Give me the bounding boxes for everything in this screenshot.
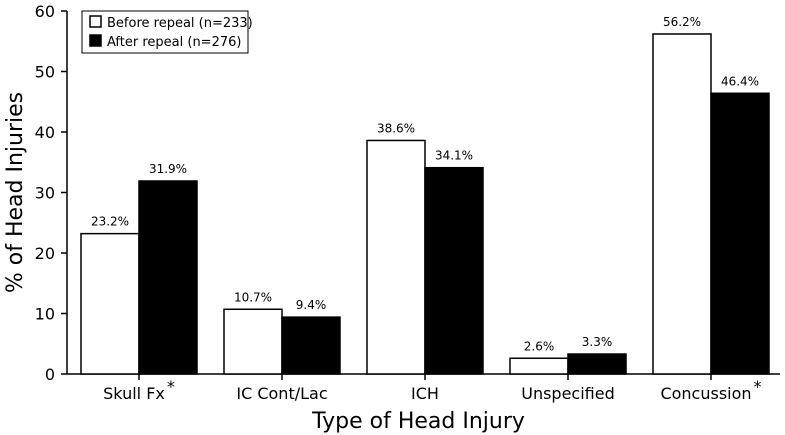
y-tick-label: 10 <box>35 305 55 324</box>
significance-marker: * <box>754 377 762 396</box>
legend-label: Before repeal (n=233) <box>107 16 253 31</box>
bar-value-label: 2.6% <box>524 339 555 353</box>
bar-after <box>138 180 198 375</box>
y-tick-label: 30 <box>35 184 55 203</box>
bar-before <box>366 139 426 375</box>
y-axis-title: % of Head Injuries <box>3 92 28 293</box>
bar-after <box>424 166 484 375</box>
bar-value-label: 10.7% <box>234 290 272 304</box>
bar-after <box>710 92 770 375</box>
x-tick-label: Skull Fx * <box>103 377 175 403</box>
legend-label: After repeal (n=276) <box>107 35 241 50</box>
y-tick-label: 40 <box>35 123 55 142</box>
x-tick-label: ICH <box>411 384 439 403</box>
bar-value-label: 9.4% <box>296 298 327 312</box>
y-tick-label: 60 <box>35 2 55 21</box>
bar-before <box>223 308 283 375</box>
bar-before <box>80 232 140 375</box>
plot-area: 0 10 20 30 40 50 60 23.2% 31.9% Skull Fx * 10.7% 9.4… <box>35 2 780 403</box>
x-tick-label: Unspecified <box>521 384 615 403</box>
bar-value-label: 34.1% <box>435 149 473 163</box>
bar-value-label: 56.2% <box>663 15 701 29</box>
bar-value-label: 23.2% <box>91 215 129 229</box>
legend-swatch <box>89 34 102 47</box>
bar-after <box>281 316 341 375</box>
legend-swatch <box>89 15 102 28</box>
x-tick-label: IC Cont/Lac <box>236 384 327 403</box>
bar-after <box>567 353 627 375</box>
legend: Before repeal (n=233) After repeal (n=276… <box>81 10 253 54</box>
bar-value-label: 38.6% <box>377 121 415 135</box>
bar-before <box>509 357 569 375</box>
bar-value-label: 46.4% <box>721 74 759 88</box>
legend-box <box>81 10 249 54</box>
y-tick-label: 50 <box>35 63 55 82</box>
bar-before <box>652 33 712 375</box>
y-tick-label: 20 <box>35 244 55 263</box>
bar-value-label: 31.9% <box>149 162 187 176</box>
significance-marker: * <box>167 377 175 396</box>
x-axis-title: Type of Head Injury <box>311 409 525 434</box>
bar-value-label: 3.3% <box>582 335 613 349</box>
y-tick-label: 0 <box>45 365 55 384</box>
x-tick-label: Concussion * <box>660 377 761 403</box>
